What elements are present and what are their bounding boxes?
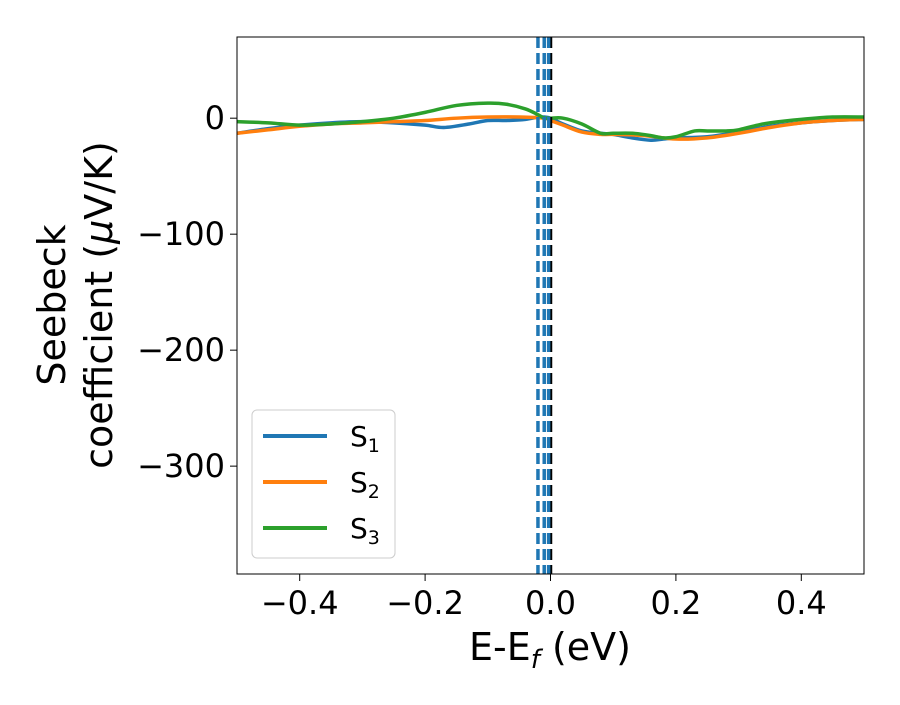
x-axis-label-unit: (eV) bbox=[540, 625, 631, 669]
y-axis: 0 −100 −200 −300 bbox=[137, 99, 237, 485]
y-tick-label: −200 bbox=[137, 331, 225, 369]
legend-label-s3: S3 bbox=[350, 512, 380, 549]
legend: S1 S2 S3 bbox=[251, 409, 396, 559]
y-tick-label: −300 bbox=[137, 447, 225, 485]
x-tick-label: −0.2 bbox=[386, 584, 464, 622]
legend-label-s1: S1 bbox=[350, 420, 380, 457]
series-line-s3 bbox=[237, 101, 864, 140]
x-tick-label: 0.0 bbox=[525, 584, 576, 622]
x-tick-label: 0.4 bbox=[776, 584, 827, 622]
y-axis-label-line1: Seebeck bbox=[30, 224, 74, 385]
y-axis-label-mu: μ bbox=[77, 220, 121, 245]
x-tick-label: 0.2 bbox=[650, 584, 701, 622]
x-tick-label: −0.4 bbox=[261, 584, 339, 622]
y-tick-label: 0 bbox=[205, 99, 225, 137]
y-axis-label-line2: coefficient (μV/K) bbox=[77, 141, 121, 469]
vline-layer bbox=[536, 37, 553, 574]
y-axis-label-unit: V/K) bbox=[77, 141, 121, 220]
x-axis-label: E-Ef (eV) bbox=[469, 625, 631, 675]
x-axis: −0.4 −0.2 0.0 0.2 0.4 bbox=[261, 574, 827, 622]
y-axis-label-prefix: coefficient ( bbox=[77, 244, 121, 469]
y-axis-label: Seebeck coefficient (μV/K) bbox=[30, 141, 121, 469]
x-axis-label-main: E-E bbox=[469, 625, 531, 669]
y-tick-label: −100 bbox=[137, 215, 225, 253]
legend-label-s2: S2 bbox=[350, 466, 380, 503]
